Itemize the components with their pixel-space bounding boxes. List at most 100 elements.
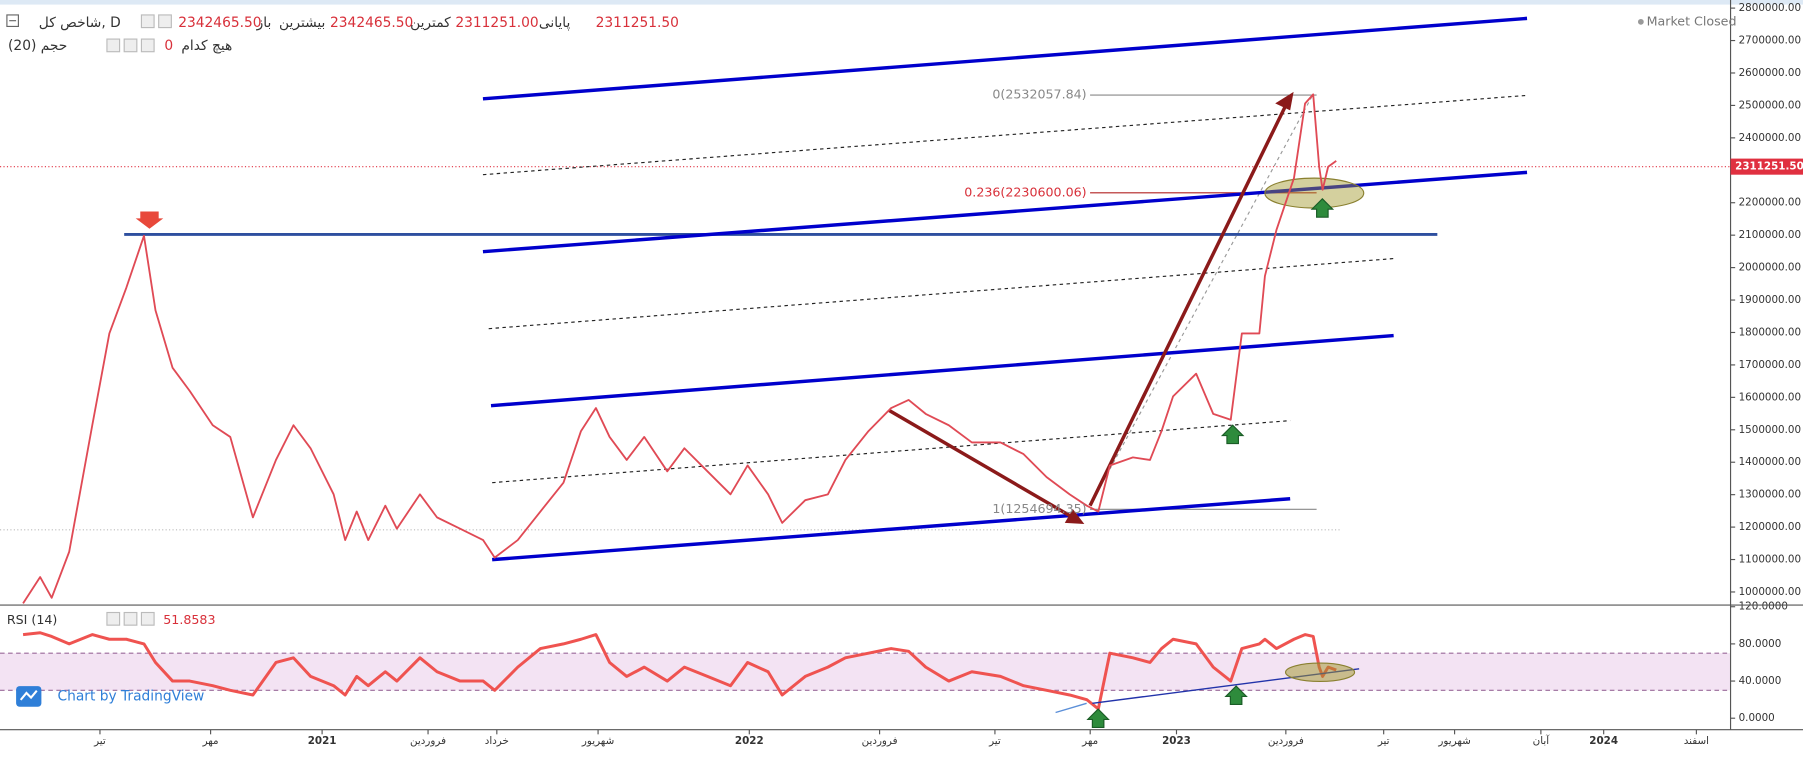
x-tick-label: شهریور xyxy=(1437,735,1470,747)
close-label: پایانی xyxy=(539,15,571,31)
fib-label: 0(2532057.84) xyxy=(992,87,1086,102)
price-line xyxy=(22,93,1337,604)
x-tick-label: آبان xyxy=(1533,734,1551,747)
y-tick-label: 1600000.00 xyxy=(1739,391,1801,403)
y-tick-label: 1200000.00 xyxy=(1739,521,1801,533)
y-tick-label: 2500000.00 xyxy=(1739,99,1801,111)
none-value: 0 xyxy=(164,38,173,54)
y-tick-label: 1800000.00 xyxy=(1739,326,1801,338)
y-tick-label: 1000000.00 xyxy=(1739,586,1801,598)
collapse-box[interactable] xyxy=(6,14,19,28)
x-tick-label: 2023 xyxy=(1162,735,1191,747)
x-tick-label: مهر xyxy=(202,735,219,747)
y-tick-label: 2400000.00 xyxy=(1739,132,1801,144)
arrow xyxy=(1088,100,1290,507)
none-label: هیچ کدام xyxy=(181,38,232,54)
y-tick-label: 2200000.00 xyxy=(1739,197,1801,209)
fib-label: 0.236(2230600.06) xyxy=(964,184,1086,199)
arrow xyxy=(887,408,1078,521)
drawings xyxy=(0,0,1803,731)
x-tick-label: تیر xyxy=(988,735,1001,747)
y-tick-label: 1900000.00 xyxy=(1739,294,1801,306)
last-price-label: 2311251.50 xyxy=(1735,161,1803,173)
channel-midline xyxy=(492,420,1291,484)
x-tick-label: شهریور xyxy=(581,735,614,747)
x-tick-label: اسفند xyxy=(1684,735,1709,747)
up-marker xyxy=(1310,197,1335,218)
x-tick-label: فروردین xyxy=(1268,735,1304,747)
last-price-box xyxy=(1730,158,1803,175)
high-label: بیشترین xyxy=(279,15,325,31)
up-marker xyxy=(1224,685,1248,706)
channel-line xyxy=(482,16,1528,101)
x-tick-label: تیر xyxy=(93,735,106,747)
channel-midline xyxy=(482,94,1528,176)
data-layer xyxy=(22,93,1337,711)
x-tick-label: فروردین xyxy=(410,735,446,747)
y-tick-label: 0.0000 xyxy=(1739,712,1775,724)
icon-button[interactable] xyxy=(140,611,155,626)
up-marker xyxy=(1220,424,1245,445)
arrow-head xyxy=(1064,509,1085,525)
market-status: Market Closed xyxy=(1647,13,1737,28)
volume-label: حجم (20) xyxy=(8,38,67,54)
x-tick-label: 2022 xyxy=(735,735,764,747)
y-tick-label: 1500000.00 xyxy=(1739,424,1801,436)
y-tick-label: 2100000.00 xyxy=(1739,229,1801,241)
close-value: 2311251.50 xyxy=(596,15,679,31)
y-tick-label: 120.0000 xyxy=(1739,601,1788,613)
rsi-arrow xyxy=(1055,702,1087,714)
y-tick-label: 80.0000 xyxy=(1739,638,1782,650)
y-tick-label: 40.0000 xyxy=(1739,675,1782,687)
low-label: کمترین xyxy=(410,15,451,31)
icon-button[interactable] xyxy=(123,611,138,626)
top-border xyxy=(0,0,1803,5)
y-tick-label: 2000000.00 xyxy=(1739,262,1801,274)
rsi-value: 51.8583 xyxy=(163,612,215,627)
y-tick-label: 2700000.00 xyxy=(1739,35,1801,47)
up-marker xyxy=(1086,708,1110,729)
down-marker xyxy=(135,211,164,229)
icon-button[interactable] xyxy=(106,611,121,626)
x-tick-label: تیر xyxy=(1377,735,1390,747)
open-label: باز xyxy=(256,15,272,31)
y-tick-label: 1100000.00 xyxy=(1739,554,1801,566)
high-value: 2342465.50 xyxy=(330,15,413,31)
icon-button[interactable] xyxy=(106,38,121,53)
x-tick-label: 2024 xyxy=(1589,735,1618,747)
icon-button[interactable] xyxy=(158,14,172,29)
x-tick-label: خرداد xyxy=(485,735,509,747)
overlay-layer: 0(2532057.84) 0.236(2230600.06) 1(1254694.… xyxy=(964,87,1803,516)
channel-line xyxy=(492,497,1291,562)
rsi-drawings: Chart by TradingView xyxy=(16,662,1360,729)
fib-trend xyxy=(1089,93,1314,506)
y-tick-label: 2600000.00 xyxy=(1739,67,1801,79)
low-value: 2311251.00 xyxy=(455,15,538,31)
attribution[interactable]: Chart by TradingView xyxy=(57,688,204,704)
y-tick-label: 2800000.00 xyxy=(1739,2,1801,14)
highlight-ellipse xyxy=(1264,177,1365,209)
x-tick-label: 2021 xyxy=(308,735,337,747)
x-tick-label: فروردین xyxy=(862,735,898,747)
channel-line xyxy=(482,170,1528,254)
symbol: شاخص کل, D xyxy=(39,15,121,31)
rsi-title: RSI (14) xyxy=(7,612,57,627)
rsi-line xyxy=(22,631,1337,711)
arrow-head xyxy=(1275,91,1294,111)
y-tick-label: 1300000.00 xyxy=(1739,489,1801,501)
icon-button[interactable] xyxy=(123,38,138,53)
icon-button[interactable] xyxy=(140,14,155,29)
status-dot xyxy=(1637,18,1644,25)
open-value: 2342465.50 xyxy=(178,15,261,31)
fib-label: 1(1254694.35) xyxy=(992,501,1086,516)
legend-header: شاخص کل, D 2342465.50 باز بیشترین 234246… xyxy=(6,13,1737,627)
channel-line xyxy=(490,333,1394,408)
y-tick-label: 1400000.00 xyxy=(1739,456,1801,468)
logo-glyph xyxy=(19,689,38,701)
icon-button[interactable] xyxy=(140,38,155,53)
highlight-ellipse xyxy=(1284,662,1356,683)
x-tick-label: مهر xyxy=(1081,735,1098,747)
